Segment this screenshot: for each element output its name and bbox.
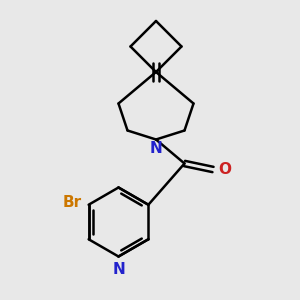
Text: N: N	[112, 262, 125, 277]
Text: O: O	[218, 162, 231, 177]
Text: N: N	[150, 141, 162, 156]
Text: Br: Br	[62, 196, 82, 211]
